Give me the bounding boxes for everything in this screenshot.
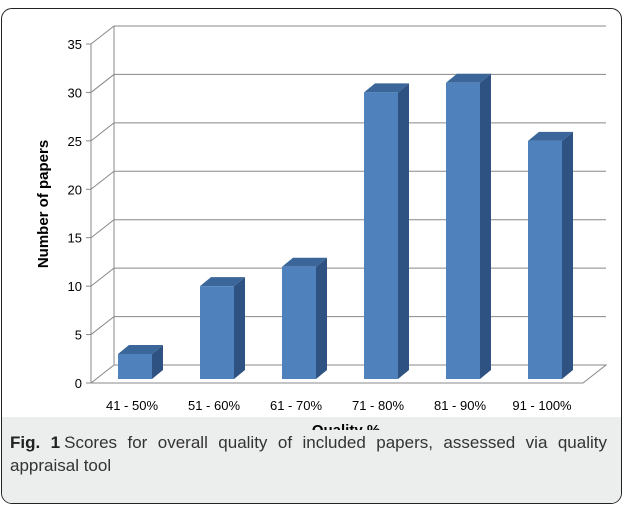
bar-top — [364, 83, 409, 93]
bar — [200, 277, 245, 379]
bar-front — [282, 266, 316, 379]
y-tick-label: 0 — [75, 376, 82, 391]
grid-line — [90, 122, 606, 142]
y-tick-label: 25 — [68, 134, 82, 149]
bar-top — [118, 344, 163, 354]
y-tick-label: 30 — [68, 85, 82, 100]
bar-top — [282, 257, 327, 267]
y-tick-label: 15 — [68, 231, 82, 246]
grid-line — [90, 25, 606, 45]
caption-bar: Fig. 1 Scores for overall quality of incl… — [2, 417, 621, 503]
x-tick-label: 41 - 50% — [106, 398, 158, 413]
bar-side — [234, 277, 245, 379]
figure-frame: Fig. 1 Scores for overall quality of incl… — [1, 8, 622, 504]
bar-top — [446, 73, 491, 83]
y-tick-label: 35 — [68, 37, 82, 52]
figure-label: Fig. 1 — [10, 433, 61, 452]
grid-line — [90, 73, 606, 93]
y-tick-label: 10 — [68, 279, 82, 294]
grid-line — [90, 267, 606, 287]
bar — [364, 83, 409, 379]
bar-chart: 0 5 10 15 20 25 30 35 41 - 50% 51 - 60% 61 - 70% 7… — [35, 25, 608, 430]
bar-front — [446, 82, 480, 379]
x-tick-label: 51 - 60% — [188, 398, 240, 413]
y-axis-title: Number of papers — [35, 140, 52, 268]
grid-lines — [86, 25, 608, 384]
bar-side — [562, 131, 573, 379]
figure-caption: Fig. 1 Scores for overall quality of incl… — [10, 431, 607, 477]
y-tick-label: 5 — [75, 328, 82, 343]
floor — [90, 364, 608, 384]
grid-line — [90, 219, 606, 239]
bar — [282, 257, 327, 379]
x-tick-label: 71 - 80% — [352, 398, 404, 413]
x-tick-label: 81 - 90% — [434, 398, 486, 413]
bar-front — [528, 140, 562, 379]
bar — [118, 344, 163, 379]
bar-top — [200, 277, 245, 287]
x-tick-label: 91 - 100% — [512, 398, 572, 413]
bar-front — [118, 353, 152, 379]
x-tick-label: 61 - 70% — [270, 398, 322, 413]
y-tick-label: 20 — [68, 182, 82, 197]
bar-top — [528, 131, 573, 141]
caption-text: Scores for overall quality of included p… — [10, 433, 607, 475]
bar-side — [316, 257, 327, 379]
bars — [118, 73, 573, 379]
grid-line — [90, 170, 606, 190]
x-tick-labels: 41 - 50% 51 - 60% 61 - 70% 71 - 80% 81 - 90%… — [106, 398, 572, 413]
bar-front — [364, 92, 398, 379]
bar — [528, 131, 573, 379]
bar-side — [398, 83, 409, 379]
y-tick-labels: 0 5 10 15 20 25 30 35 — [68, 37, 82, 391]
bar-front — [200, 286, 234, 379]
x-axis-title: Quality % — [312, 422, 380, 430]
grid-line — [90, 316, 606, 335]
bar-side — [152, 344, 163, 379]
bar-side — [480, 73, 491, 379]
bar — [446, 73, 491, 379]
